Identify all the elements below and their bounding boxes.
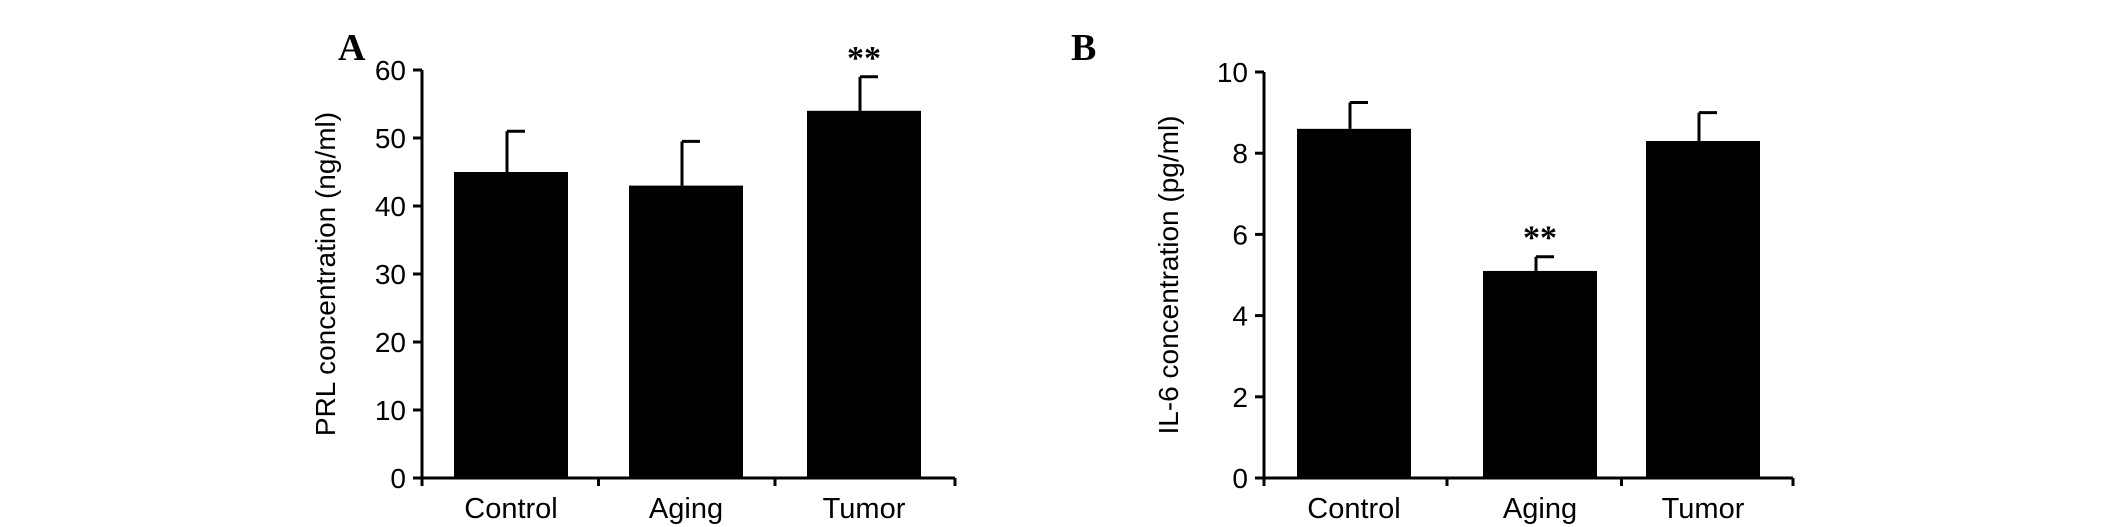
bar-aging (629, 185, 743, 478)
x-category-label: Aging (1503, 493, 1577, 525)
y-tick-label: 30 (375, 259, 406, 290)
chart-panel-b: B 0 2 4 6 8 10 IL-6 concentration (pg/ml) Contro… (1071, 27, 1795, 525)
y-tick-label: 60 (375, 55, 406, 86)
significance-marker: ** (847, 40, 881, 77)
y-tick-label: 20 (375, 327, 406, 358)
x-category-label: Tumor (823, 493, 906, 525)
x-category-label: Tumor (1662, 493, 1745, 525)
panel-label: A (338, 27, 366, 69)
y-tick-label: 0 (390, 463, 406, 494)
bar-tumor (1646, 141, 1760, 478)
bar-control (454, 172, 568, 478)
y-tick-label: 0 (1232, 463, 1248, 494)
y-tick-label: 10 (1217, 57, 1248, 88)
y-tick-label: 10 (375, 395, 406, 426)
x-category-label: Control (1307, 493, 1401, 525)
y-tick-label: 4 (1232, 301, 1248, 332)
y-axis-title: PRL concentration (ng/ml) (310, 112, 341, 436)
bar-tumor (807, 110, 921, 479)
y-tick-label: 6 (1232, 219, 1248, 250)
panel-label: B (1071, 27, 1096, 69)
y-tick-label: 8 (1232, 138, 1248, 169)
x-category-label: Control (464, 493, 558, 525)
y-tick-label: 50 (375, 123, 406, 154)
bar-control (1297, 128, 1411, 478)
y-tick-label: 2 (1232, 382, 1248, 413)
x-category-label: Aging (649, 493, 723, 525)
y-tick-label: 40 (375, 191, 406, 222)
bar-aging (1483, 270, 1597, 478)
significance-marker: ** (1523, 220, 1557, 257)
chart-panel-a: A 0 10 20 30 40 50 60 PRL concentration (ng/ml) C… (310, 27, 957, 525)
y-axis-title: IL-6 concentration (pg/ml) (1153, 115, 1184, 434)
